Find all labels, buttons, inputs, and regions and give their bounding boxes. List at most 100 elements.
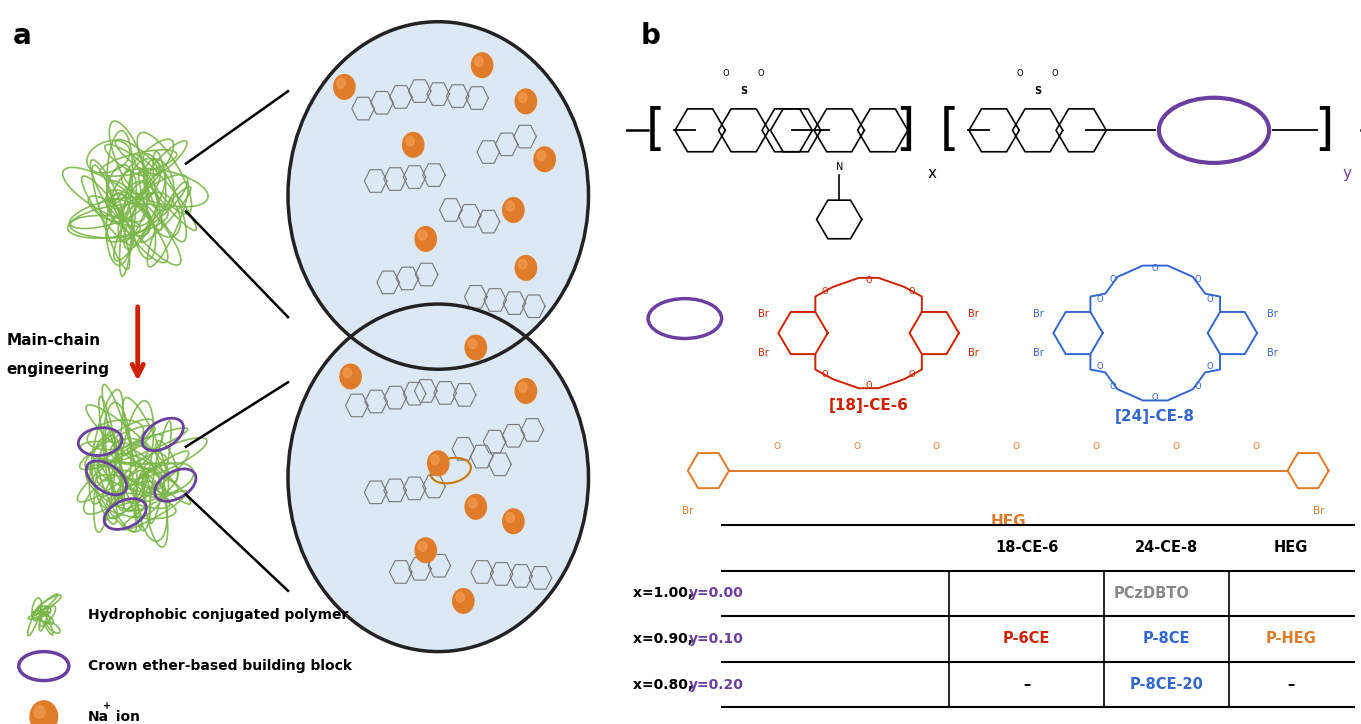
Circle shape [34,706,45,718]
Text: b: b [641,22,660,50]
Circle shape [289,22,588,369]
Circle shape [519,259,527,269]
Text: O: O [1195,275,1202,284]
Text: O: O [1151,264,1158,273]
Text: x=0.90,: x=0.90, [633,632,698,646]
Circle shape [506,201,514,211]
Text: O: O [1052,69,1059,78]
Circle shape [340,364,361,389]
Text: x=1.00,: x=1.00, [633,586,698,600]
Circle shape [406,136,414,146]
Text: Br: Br [1033,348,1044,358]
Text: Na: Na [87,710,109,724]
Text: O: O [1013,442,1019,451]
Text: S: S [740,85,747,96]
Text: O: O [723,69,729,78]
Circle shape [534,147,555,172]
Text: O: O [1017,69,1023,78]
Text: y: y [1342,167,1351,181]
Text: O: O [1093,442,1100,451]
Text: [: [ [939,106,960,154]
Text: –: – [1288,677,1294,692]
Text: O: O [1252,442,1259,451]
Text: O: O [909,287,915,296]
Text: O: O [822,287,829,296]
Text: O: O [1097,362,1104,371]
Text: [: [ [645,106,666,154]
Text: a: a [12,22,31,50]
Text: HEG: HEG [1274,540,1308,555]
Text: O: O [758,69,765,78]
Circle shape [418,230,427,240]
Circle shape [415,227,437,251]
Text: ]: ] [896,106,915,154]
Circle shape [289,304,588,652]
Text: O: O [1172,442,1179,451]
Text: O: O [1109,382,1116,391]
Circle shape [538,151,546,161]
Circle shape [431,455,440,465]
Text: ion: ion [112,710,140,724]
Circle shape [465,494,486,519]
Circle shape [415,538,437,563]
Circle shape [403,132,423,157]
Text: O: O [1207,295,1214,304]
Circle shape [343,368,351,378]
Text: O: O [1207,362,1214,371]
Text: y=0.00: y=0.00 [689,586,744,600]
Text: O: O [822,370,829,379]
Text: Br: Br [1033,308,1044,319]
Circle shape [519,93,527,103]
Circle shape [456,592,464,602]
Text: Br: Br [758,308,769,319]
Text: O: O [1109,275,1116,284]
Text: O: O [1097,295,1104,304]
Circle shape [30,701,57,724]
Circle shape [418,542,427,552]
Text: y=0.20: y=0.20 [689,678,744,691]
Text: Br: Br [968,348,979,358]
Text: HEG: HEG [991,514,1026,529]
Circle shape [465,335,486,360]
Circle shape [427,451,449,476]
Circle shape [516,89,536,114]
Text: Crown ether-based building block: Crown ether-based building block [87,659,351,673]
Text: S: S [1034,85,1041,96]
Text: O: O [866,382,872,390]
Text: Br: Br [1267,308,1277,319]
Text: [24]-CE-8: [24]-CE-8 [1115,409,1195,424]
Text: engineering: engineering [7,362,109,376]
Text: P-8CE-20: P-8CE-20 [1130,677,1203,692]
Text: 24-CE-8: 24-CE-8 [1135,540,1198,555]
Circle shape [506,513,514,523]
Circle shape [516,256,536,280]
Text: Br: Br [968,308,979,319]
Text: Br: Br [1267,348,1277,358]
Text: x=0.80,: x=0.80, [633,678,698,691]
Circle shape [471,53,493,77]
Circle shape [502,198,524,222]
Text: P-6CE: P-6CE [1003,631,1051,647]
Text: O: O [909,370,915,379]
Text: O: O [866,276,872,285]
Text: P-8CE: P-8CE [1142,631,1190,647]
Text: P-HEG: P-HEG [1266,631,1316,647]
Circle shape [333,75,355,99]
Circle shape [338,78,346,88]
Text: O: O [932,442,940,451]
Text: Br: Br [1312,506,1324,516]
Text: Main-chain: Main-chain [7,333,101,348]
Text: x: x [927,167,936,181]
Text: Br: Br [758,348,769,358]
Text: ]: ] [1315,106,1334,154]
Text: O: O [853,442,860,451]
Text: O: O [1195,382,1202,391]
Text: O: O [773,442,780,451]
Text: N: N [836,162,842,172]
Circle shape [453,589,474,613]
Circle shape [468,498,476,508]
Circle shape [502,509,524,534]
Text: PCzDBTO: PCzDBTO [1113,586,1190,601]
Circle shape [519,382,527,392]
Text: Hydrophobic conjugated polymer: Hydrophobic conjugated polymer [87,608,348,623]
